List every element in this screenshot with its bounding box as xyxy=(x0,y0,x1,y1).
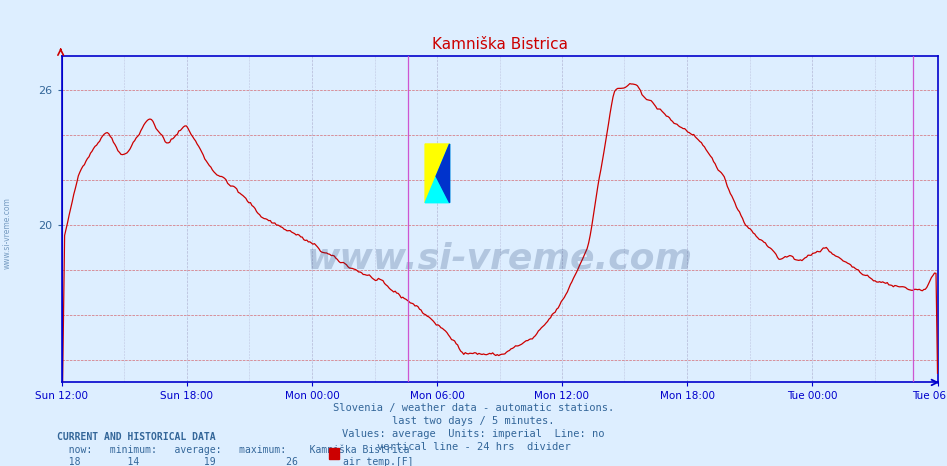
Text: now:   minimum:   average:   maximum:    Kamniška Bistrica: now: minimum: average: maximum: Kamniška… xyxy=(57,445,409,455)
Polygon shape xyxy=(425,144,450,203)
Text: Slovenia / weather data - automatic stations.: Slovenia / weather data - automatic stat… xyxy=(333,403,614,413)
Polygon shape xyxy=(437,144,450,203)
Title: Kamniška Bistrica: Kamniška Bistrica xyxy=(432,37,567,52)
Text: Values: average  Units: imperial  Line: no: Values: average Units: imperial Line: no xyxy=(342,429,605,439)
Polygon shape xyxy=(425,144,450,203)
Text: 18        14           19            26: 18 14 19 26 xyxy=(57,457,297,466)
Text: www.si-vreme.com: www.si-vreme.com xyxy=(3,197,12,269)
Text: air temp.[F]: air temp.[F] xyxy=(343,457,413,466)
Text: vertical line - 24 hrs  divider: vertical line - 24 hrs divider xyxy=(377,442,570,452)
Text: www.si-vreme.com: www.si-vreme.com xyxy=(307,241,692,275)
Text: last two days / 5 minutes.: last two days / 5 minutes. xyxy=(392,416,555,426)
Text: CURRENT AND HISTORICAL DATA: CURRENT AND HISTORICAL DATA xyxy=(57,432,216,442)
